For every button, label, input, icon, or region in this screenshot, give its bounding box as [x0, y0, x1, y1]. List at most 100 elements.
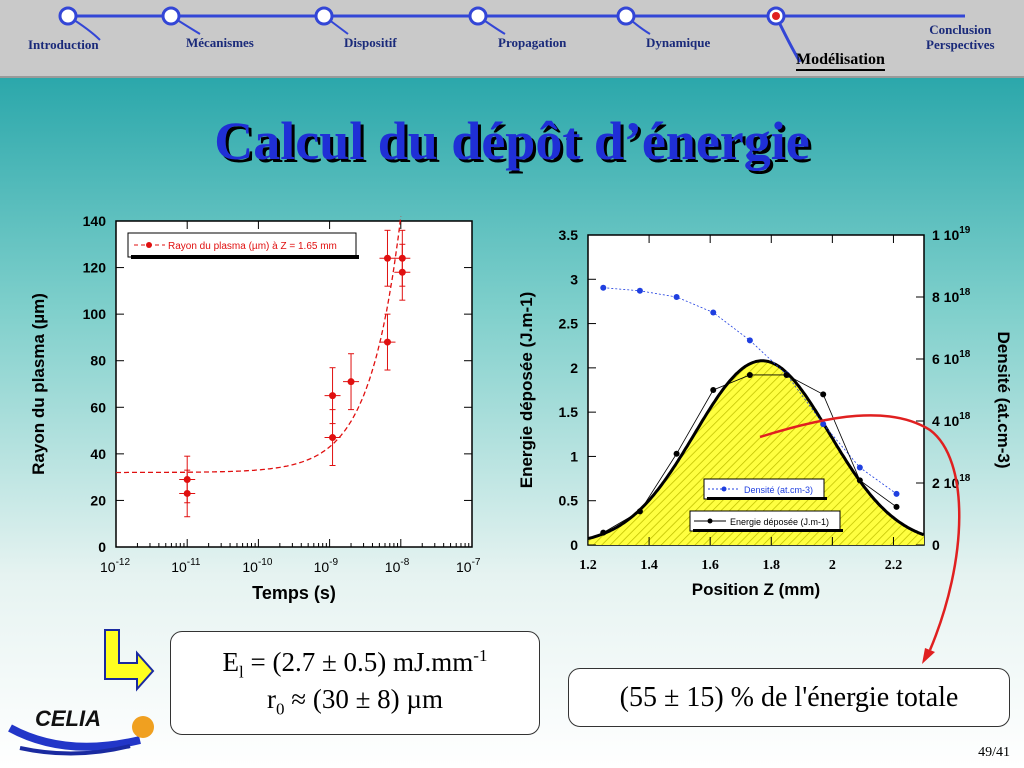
fit-curve [116, 216, 402, 474]
y2-tick-label: 1 1019 [932, 225, 971, 243]
nav-active-indicator [772, 12, 780, 20]
nav-item-conclusion[interactable]: Conclusion Perspectives [926, 22, 995, 52]
y-tick-label: 80 [90, 353, 106, 369]
y-tick-label: 0 [570, 537, 578, 553]
y2-tick-label: 4 1018 [932, 411, 971, 429]
energy-fraction-text: (55 ± 15) % de l'énergie totale [619, 682, 959, 713]
x-tick-label: 1.6 [701, 558, 719, 573]
y-axis-label: Energie déposée (J.m-1) [517, 292, 536, 489]
legend-density-marker [721, 486, 727, 492]
density-point [636, 287, 643, 294]
data-point [398, 268, 406, 276]
y2-axis-label: Densité (at.cm-3) [994, 332, 1013, 469]
density-point [600, 284, 607, 291]
x-tick-label: 1.8 [763, 558, 781, 573]
x-tick-label: 10-8 [385, 557, 410, 575]
radius-equation: r0 ≈ (30 ± 8) µm [171, 684, 539, 719]
nav-item-dynamique[interactable]: Dynamique [646, 35, 711, 50]
y2-tick-label: 2 1018 [932, 473, 971, 491]
energy-deposit-chart: 1.2 1.4 1.6 1.8 2 2.2 0 0.5 1 1.5 2 2.5 3 3.5 0 2 1018 4… [517, 225, 1013, 599]
y-tick-label: 1 [570, 448, 578, 464]
y-tick-label: 0.5 [559, 493, 579, 509]
nav-item-modelisation[interactable]: Modélisation [796, 51, 885, 71]
legend-density-label: Densité (at.cm-3) [744, 485, 813, 495]
y2-tick-label: 6 1018 [932, 349, 971, 367]
y-tick-label: 0 [98, 539, 106, 555]
energy-equation: El = (2.7 ± 0.5) mJ.mm-1 [171, 646, 539, 682]
radius-subscript: 0 [276, 699, 285, 719]
energy-point [710, 387, 717, 393]
energy-point [893, 503, 900, 510]
legend-label: Rayon du plasma (µm) à Z = 1.65 mm [168, 241, 337, 252]
page-number: 49/41 [978, 745, 1010, 760]
parameters-box: El = (2.7 ± 0.5) mJ.mm-1 r0 ≈ (30 ± 8) µ… [170, 631, 540, 735]
logo-text: CELIA [35, 706, 101, 731]
yellow-arrow-icon [104, 629, 155, 692]
data-point [329, 392, 337, 400]
x-tick-label: 10-7 [456, 557, 481, 575]
legend-shadow [131, 255, 359, 259]
nav-track [58, 6, 965, 63]
x-tick-label: 2 [829, 558, 836, 573]
energy-subscript: l [239, 662, 244, 682]
nav-dot-introduction[interactable] [58, 6, 78, 26]
density-point [710, 309, 717, 316]
density-point [820, 421, 827, 428]
data-point [383, 254, 391, 262]
nav-dot-dispositif[interactable] [314, 6, 334, 26]
x-tick-label: 1.2 [579, 558, 597, 573]
plot-area [115, 220, 473, 548]
nav-dot-propagation[interactable] [468, 6, 488, 26]
nav-item-conclusion-line1: Conclusion [929, 22, 992, 37]
y-tick-label: 20 [90, 492, 106, 508]
navigation-bar: Introduction Mécanismes Dispositif Propa… [0, 0, 1024, 78]
nav-item-conclusion-line2: Perspectives [926, 37, 995, 52]
energy-symbol: E [222, 647, 240, 677]
y-tick-label: 140 [83, 213, 107, 229]
nav-dot-mecanismes[interactable] [161, 6, 181, 26]
nav-item-introduction[interactable]: Introduction [28, 37, 99, 52]
legend-energy-shadow [693, 529, 843, 532]
celia-logo: CELIA [8, 706, 154, 756]
density-point [673, 294, 680, 300]
energy-value: = (2.7 ± 0.5) mJ.mm [250, 647, 474, 677]
x-tick-label: 10-10 [242, 557, 272, 575]
x-tick-label: 10-12 [100, 557, 130, 575]
x-axis-label: Temps (s) [252, 583, 336, 603]
data-point [329, 434, 337, 442]
y-tick-label: 2.5 [559, 316, 579, 332]
y-tick-label: 2 [570, 360, 578, 376]
y-tick-label: 60 [90, 399, 106, 415]
x-tick-label: 2.2 [885, 558, 903, 573]
y-tick-label: 40 [90, 446, 106, 462]
y-tick-label: 120 [83, 260, 107, 276]
x-axis-label: Position Z (mm) [692, 580, 820, 599]
energy-point [636, 508, 643, 515]
y-tick-label: 3 [570, 271, 578, 287]
density-point [893, 490, 900, 497]
nav-item-dispositif[interactable]: Dispositif [344, 35, 397, 50]
nav-item-mecanismes[interactable]: Mécanismes [186, 35, 254, 50]
legend-energy-label: Energie déposée (J.m-1) [730, 517, 829, 527]
nav-item-propagation[interactable]: Propagation [498, 35, 567, 50]
density-point [746, 337, 753, 344]
data-point [383, 338, 391, 346]
x-tick-label: 10-9 [314, 557, 339, 575]
y2-tick-label: 0 [932, 537, 940, 553]
y-tick-label: 3.5 [559, 227, 579, 243]
energy-point [856, 477, 863, 484]
radius-symbol: r [267, 684, 277, 715]
y-tick-label: 100 [83, 306, 107, 322]
plasma-radius-chart: 10-12 10-11 10-10 10-9 10-8 10-7 0 20 40 60 80 100 1… [29, 213, 481, 603]
y2-tick-label: 8 1018 [932, 287, 971, 305]
energy-point [820, 391, 827, 398]
y-axis-label: Rayon du plasma (µm) [29, 293, 48, 475]
legend-box [127, 232, 357, 258]
legend-density-shadow [707, 497, 827, 500]
legend-energy-marker [707, 518, 713, 524]
energy-point [673, 450, 680, 457]
radius-value: ≈ (30 ± 8) µm [291, 684, 443, 715]
density-point [856, 464, 863, 471]
nav-dot-dynamique[interactable] [616, 6, 636, 26]
data-point [183, 489, 191, 497]
